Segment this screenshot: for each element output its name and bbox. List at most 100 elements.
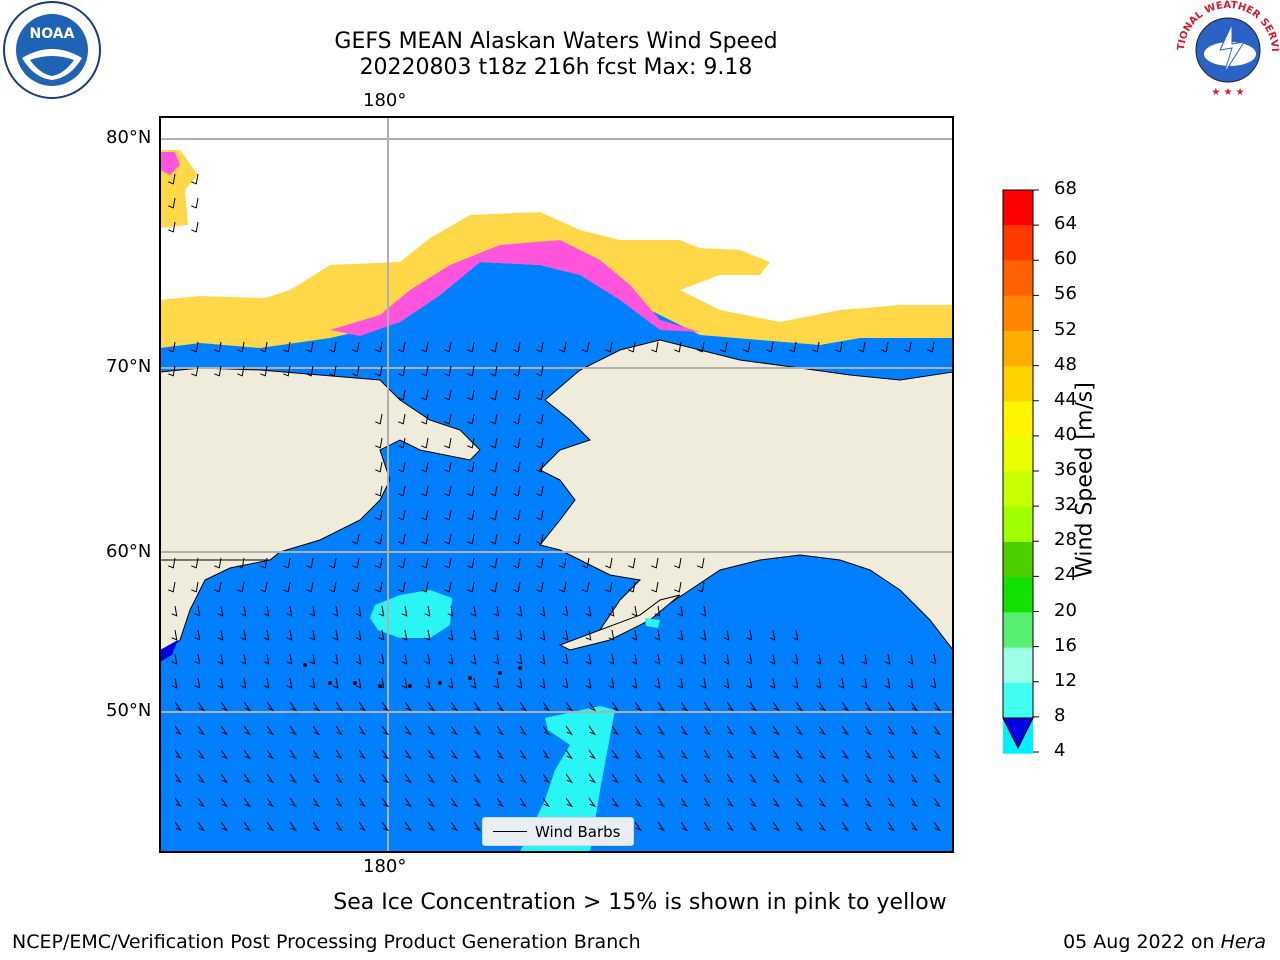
wind-barb bbox=[421, 581, 429, 593]
colorbar-swatch bbox=[1003, 506, 1033, 543]
wind-barb bbox=[375, 365, 383, 377]
wind-barb bbox=[562, 677, 569, 689]
colorbar-tick-label: 4 bbox=[1054, 740, 1066, 761]
wind-barb bbox=[516, 605, 523, 617]
wind-barb bbox=[283, 341, 291, 353]
wind-barb bbox=[473, 749, 482, 760]
colorbar-swatch bbox=[1003, 366, 1033, 402]
wind-barb bbox=[772, 701, 781, 712]
wind-barb bbox=[240, 605, 247, 617]
wind-barb bbox=[654, 677, 661, 689]
wind-barb bbox=[490, 389, 498, 401]
wind-barb bbox=[427, 725, 436, 736]
wind-barb bbox=[910, 773, 919, 784]
wind-barb bbox=[519, 749, 528, 760]
wind-barb bbox=[536, 533, 544, 545]
wind-barb bbox=[677, 677, 684, 689]
wind-barb bbox=[332, 629, 339, 641]
wind-barb bbox=[171, 677, 178, 689]
wind-barb bbox=[404, 701, 413, 712]
wind-barb bbox=[562, 653, 569, 665]
wind-barb bbox=[864, 749, 873, 760]
wind-barb bbox=[404, 821, 413, 832]
wind-barb bbox=[381, 725, 390, 736]
wind-barb bbox=[467, 437, 475, 449]
wind-barb bbox=[634, 797, 643, 808]
wind-barb bbox=[450, 749, 459, 760]
wind-barb bbox=[657, 797, 666, 808]
wind-barb bbox=[887, 725, 896, 736]
footer-date: 05 Aug 2022 on Hera bbox=[1063, 931, 1266, 953]
wind-barb bbox=[519, 725, 528, 736]
wind-barb-legend-icon bbox=[493, 831, 527, 832]
wind-barb bbox=[352, 581, 360, 593]
wind-barb bbox=[769, 653, 776, 665]
graticule bbox=[160, 117, 953, 852]
wind-barb bbox=[444, 413, 452, 425]
wind-patch-cyan-1 bbox=[370, 590, 452, 638]
wind-barb bbox=[197, 821, 206, 832]
wind-barb bbox=[309, 653, 316, 665]
wind-barb bbox=[657, 773, 666, 784]
wind-barb bbox=[450, 821, 459, 832]
wind-barb bbox=[608, 605, 615, 617]
wind-barb bbox=[306, 341, 314, 353]
wind-barb bbox=[312, 821, 321, 832]
colorbar-tick-label: 32 bbox=[1054, 494, 1077, 516]
colorbar-tick-label: 28 bbox=[1054, 529, 1077, 551]
wind-barb bbox=[168, 197, 176, 209]
wind-barb bbox=[841, 749, 850, 760]
wind-barb bbox=[240, 653, 247, 665]
wind-barb bbox=[812, 341, 820, 353]
colorbar bbox=[1002, 189, 1039, 754]
wind-barb bbox=[772, 821, 781, 832]
wind-barb bbox=[657, 725, 666, 736]
wind-barb bbox=[496, 701, 505, 712]
wind-barb bbox=[335, 701, 344, 712]
wind-barb bbox=[697, 581, 705, 593]
wind-barb bbox=[171, 605, 178, 617]
wind-barb bbox=[266, 701, 275, 712]
wind-barb bbox=[289, 701, 298, 712]
wind-barb bbox=[536, 461, 544, 473]
wind-barb bbox=[424, 677, 431, 689]
footer-credit: NCEP/EMC/Verification Post Processing Pr… bbox=[12, 931, 641, 953]
wind-barb bbox=[378, 605, 385, 617]
wind-barb bbox=[260, 365, 268, 377]
colorbar-tick-label: 20 bbox=[1054, 599, 1077, 621]
colorbar-swatch bbox=[1003, 471, 1033, 508]
wind-barb bbox=[703, 797, 712, 808]
wind-barb bbox=[467, 533, 475, 545]
wind-barb bbox=[657, 821, 666, 832]
wind-barb bbox=[174, 797, 183, 808]
wind-barb bbox=[381, 821, 390, 832]
wind-barb bbox=[772, 773, 781, 784]
wind-barb bbox=[398, 413, 406, 425]
wind-barb bbox=[240, 629, 247, 641]
wind-barb bbox=[749, 797, 758, 808]
wind-barb bbox=[289, 749, 298, 760]
land-siberia-north bbox=[160, 367, 481, 561]
wind-barb bbox=[749, 725, 758, 736]
wind-barb bbox=[260, 341, 268, 353]
wind-barb bbox=[444, 557, 452, 569]
wind-barb bbox=[746, 629, 753, 641]
wind-barb bbox=[214, 581, 222, 593]
colorbar-tick-label: 64 bbox=[1054, 213, 1077, 235]
wind-barb bbox=[335, 821, 344, 832]
wind-barbs bbox=[168, 173, 942, 832]
wind-barb bbox=[358, 725, 367, 736]
wind-barb bbox=[861, 677, 868, 689]
wind-barb bbox=[352, 341, 360, 353]
wind-barb bbox=[191, 197, 199, 209]
wind-barb bbox=[490, 557, 498, 569]
wind-barb bbox=[542, 725, 551, 736]
wind-barb bbox=[513, 389, 521, 401]
wind-barb bbox=[217, 629, 224, 641]
wind-barb bbox=[884, 653, 891, 665]
wind-barb bbox=[723, 629, 730, 641]
wind-barb bbox=[168, 221, 176, 233]
wind-barb bbox=[381, 749, 390, 760]
wind-barb bbox=[447, 653, 454, 665]
wind-barb bbox=[792, 629, 799, 641]
